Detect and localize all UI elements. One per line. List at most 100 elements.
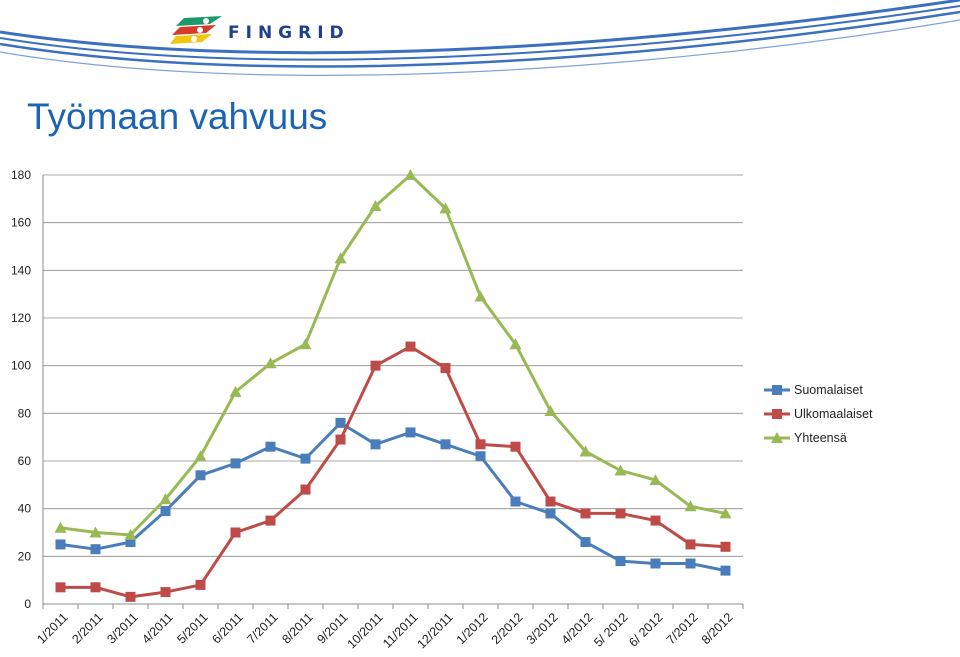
x-tick-label: 8/2012 — [699, 610, 736, 647]
x-tick-label: 1/2012 — [454, 610, 491, 647]
x-tick-label: 7/2012 — [664, 610, 701, 647]
data-point-suomalaiset — [615, 556, 626, 567]
data-point-ulkomaalaiset — [265, 515, 276, 526]
x-tick-label: 4/2012 — [559, 610, 596, 647]
data-point-suomalaiset — [195, 470, 206, 481]
legend-label: Yhteensä — [794, 431, 847, 445]
y-tick-label: 40 — [18, 502, 32, 516]
legend-label: Ulkomaalaiset — [794, 407, 873, 421]
x-tick-label: 6/2011 — [209, 610, 245, 646]
x-tick-label: 10/2011 — [344, 610, 385, 651]
x-tick-label: 11/2011 — [380, 610, 421, 651]
swoosh-line — [0, 5, 960, 61]
y-tick-label: 100 — [11, 359, 31, 373]
data-point-yhteensä — [684, 500, 697, 512]
data-point-suomalaiset — [125, 537, 136, 548]
data-point-ulkomaalaiset — [195, 579, 206, 590]
data-point-suomalaiset — [475, 451, 486, 462]
data-point-yhteensä — [579, 445, 592, 457]
y-tick-label: 120 — [11, 311, 31, 325]
series-line-ulkomaalaiset — [60, 345, 726, 599]
data-point-suomalaiset — [265, 441, 276, 452]
data-point-ulkomaalaiset — [335, 434, 346, 445]
data-point-suomalaiset — [580, 537, 591, 548]
data-point-yhteensä — [54, 521, 67, 533]
data-point-suomalaiset — [370, 439, 381, 450]
data-point-yhteensä — [194, 450, 207, 462]
data-point-ulkomaalaiset — [125, 591, 136, 602]
data-point-suomalaiset — [230, 458, 241, 469]
page-title: Työmaan vahvuus — [27, 96, 328, 137]
data-point-suomalaiset — [510, 496, 521, 507]
y-tick-label: 20 — [18, 549, 32, 563]
data-point-yhteensä — [369, 199, 382, 211]
data-point-suomalaiset — [90, 544, 101, 555]
data-point-yhteensä — [614, 464, 627, 476]
data-point-yhteensä — [719, 507, 732, 519]
data-point-ulkomaalaiset — [510, 441, 521, 452]
data-point-suomalaiset — [440, 439, 451, 450]
x-tick-label: 1/2011 — [34, 610, 70, 646]
data-point-suomalaiset — [405, 427, 416, 438]
data-point-ulkomaalaiset — [370, 360, 381, 371]
data-point-yhteensä — [124, 528, 137, 540]
data-point-suomalaiset — [650, 558, 661, 569]
swoosh-line — [0, 19, 960, 76]
legend-swatch-marker — [772, 409, 782, 419]
data-point-yhteensä — [334, 252, 347, 264]
y-tick-label: 180 — [11, 168, 31, 182]
data-point-ulkomaalaiset — [580, 508, 591, 519]
y-tick-label: 60 — [18, 454, 32, 468]
logo-text: FINGRID — [228, 23, 350, 43]
swoosh-line — [0, 0, 960, 55]
data-point-yhteensä — [404, 169, 417, 180]
x-tick-label: 6/ 2012 — [626, 610, 665, 649]
x-tick-label: 12/2011 — [414, 610, 455, 651]
y-tick-label: 80 — [18, 406, 32, 420]
data-point-ulkomaalaiset — [615, 508, 626, 519]
data-point-ulkomaalaiset — [55, 582, 66, 593]
data-point-ulkomaalaiset — [720, 541, 731, 552]
data-point-yhteensä — [509, 338, 522, 350]
data-point-ulkomaalaiset — [475, 439, 486, 450]
legend-label: Suomalaiset — [794, 383, 863, 397]
data-point-ulkomaalaiset — [650, 515, 661, 526]
header-swoosh-decoration — [0, 0, 960, 76]
x-tick-label: 8/2011 — [279, 610, 315, 646]
data-point-yhteensä — [439, 202, 452, 214]
data-point-suomalaiset — [720, 565, 731, 576]
y-tick-label: 140 — [11, 263, 31, 277]
data-point-yhteensä — [264, 357, 277, 369]
x-tick-label: 7/2011 — [244, 610, 280, 646]
data-point-suomalaiset — [685, 558, 696, 569]
x-tick-label: 2/2011 — [69, 610, 105, 646]
series-line-suomalaiset — [60, 421, 726, 573]
x-tick-label: 3/2012 — [524, 610, 561, 647]
data-point-yhteensä — [159, 493, 172, 505]
data-point-ulkomaalaiset — [685, 539, 696, 550]
data-point-ulkomaalaiset — [300, 484, 311, 495]
data-point-suomalaiset — [545, 508, 556, 519]
data-point-ulkomaalaiset — [405, 341, 416, 352]
logo-mark-icon — [170, 16, 222, 44]
data-point-yhteensä — [89, 526, 102, 538]
data-point-yhteensä — [299, 338, 312, 350]
data-point-yhteensä — [229, 385, 242, 397]
data-point-suomalaiset — [300, 453, 311, 464]
data-point-ulkomaalaiset — [90, 582, 101, 593]
data-point-ulkomaalaiset — [160, 587, 171, 598]
data-point-yhteensä — [544, 404, 557, 416]
x-tick-label: 5/2011 — [174, 610, 210, 646]
legend-swatch-marker — [771, 432, 783, 443]
data-point-suomalaiset — [160, 506, 171, 517]
y-tick-label: 160 — [11, 216, 31, 230]
y-tick-label: 0 — [24, 597, 31, 611]
data-point-ulkomaalaiset — [440, 363, 451, 374]
series-line-yhteensä — [60, 173, 726, 537]
x-tick-label: 3/2011 — [104, 610, 140, 646]
data-point-suomalaiset — [55, 539, 66, 550]
fingrid-logo: FINGRID — [170, 14, 360, 48]
legend-swatch-marker — [772, 385, 782, 395]
data-point-yhteensä — [474, 290, 487, 302]
